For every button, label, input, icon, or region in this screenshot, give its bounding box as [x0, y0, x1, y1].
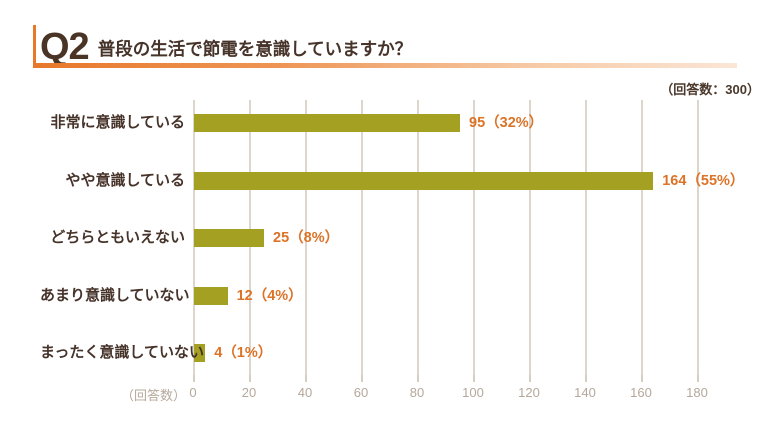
- tick-label-x-40: 40: [297, 385, 313, 400]
- tick-label-x-180: 180: [686, 385, 708, 400]
- header-text-row: Q2 普段の生活で節電を意識していますか？: [40, 22, 737, 68]
- tick-mark-x-40: [305, 375, 307, 382]
- category-label-0: 非常に意識している: [50, 114, 185, 131]
- tick-mark-x-140: [585, 375, 587, 382]
- bar-0: [194, 114, 460, 132]
- tick-label-x-100: 100: [462, 385, 484, 400]
- tick-label-x-80: 80: [409, 385, 425, 400]
- gridline-x-140: [585, 100, 587, 375]
- tick-mark-x-20: [249, 375, 251, 382]
- bar-chart-plot-area: 0 20 40 60 80 100 120 140 160 180 95（32%） 164（55%） 2…: [189, 100, 744, 400]
- tick-label-x-160: 160: [630, 385, 652, 400]
- gridline-x-40: [305, 100, 307, 375]
- category-label-3: あまり意識していない: [40, 286, 190, 304]
- gridline-x-80: [417, 100, 419, 375]
- tick-mark-x-80: [417, 375, 419, 382]
- question-header: Q2 普段の生活で節電を意識していますか？: [33, 22, 737, 68]
- tick-mark-x-0: [193, 375, 195, 382]
- bar-4: [194, 344, 206, 362]
- value-label-0: 95（32%）: [469, 115, 544, 131]
- tick-mark-x-120: [529, 375, 531, 382]
- category-label-2: どちらともいえない: [50, 229, 185, 246]
- category-label-1: やや意識している: [65, 171, 185, 189]
- tick-mark-x-180: [697, 375, 699, 382]
- tick-label-x-0: 0: [189, 385, 197, 400]
- x-axis-unit-label: （回答数）: [120, 388, 186, 403]
- gridline-x-120: [529, 100, 531, 375]
- value-label-3: 12（4%）: [236, 287, 303, 304]
- tick-mark-x-100: [473, 375, 475, 382]
- bar-3: [194, 286, 228, 305]
- bar-2: [194, 229, 264, 247]
- tick-mark-x-60: [361, 375, 363, 382]
- gridline-x-0: [193, 100, 195, 375]
- header-underline: [33, 63, 737, 68]
- gridline-x-60: [361, 100, 363, 375]
- response-count-note: （回答数：300）: [660, 82, 760, 97]
- value-label-2: 25（8%）: [273, 230, 340, 246]
- bar-1: [194, 171, 654, 190]
- tick-label-x-140: 140: [574, 385, 596, 400]
- gridline-x-100: [473, 100, 475, 375]
- tick-label-x-120: 120: [518, 385, 540, 400]
- page-title: 普段の生活で節電を意識していますか？: [97, 39, 413, 59]
- gridline-x-160: [641, 100, 643, 375]
- tick-label-x-20: 20: [241, 385, 257, 400]
- tick-label-x-60: 60: [353, 385, 369, 400]
- category-label-4: まったく意識していない: [40, 344, 204, 361]
- header-accent-bar: [33, 25, 36, 68]
- tick-mark-x-160: [641, 375, 643, 382]
- value-label-4: 4（1%）: [214, 345, 273, 361]
- gridline-x-180: [697, 100, 699, 375]
- value-label-1: 164（55%）: [662, 172, 745, 189]
- question-number: Q2: [40, 26, 90, 68]
